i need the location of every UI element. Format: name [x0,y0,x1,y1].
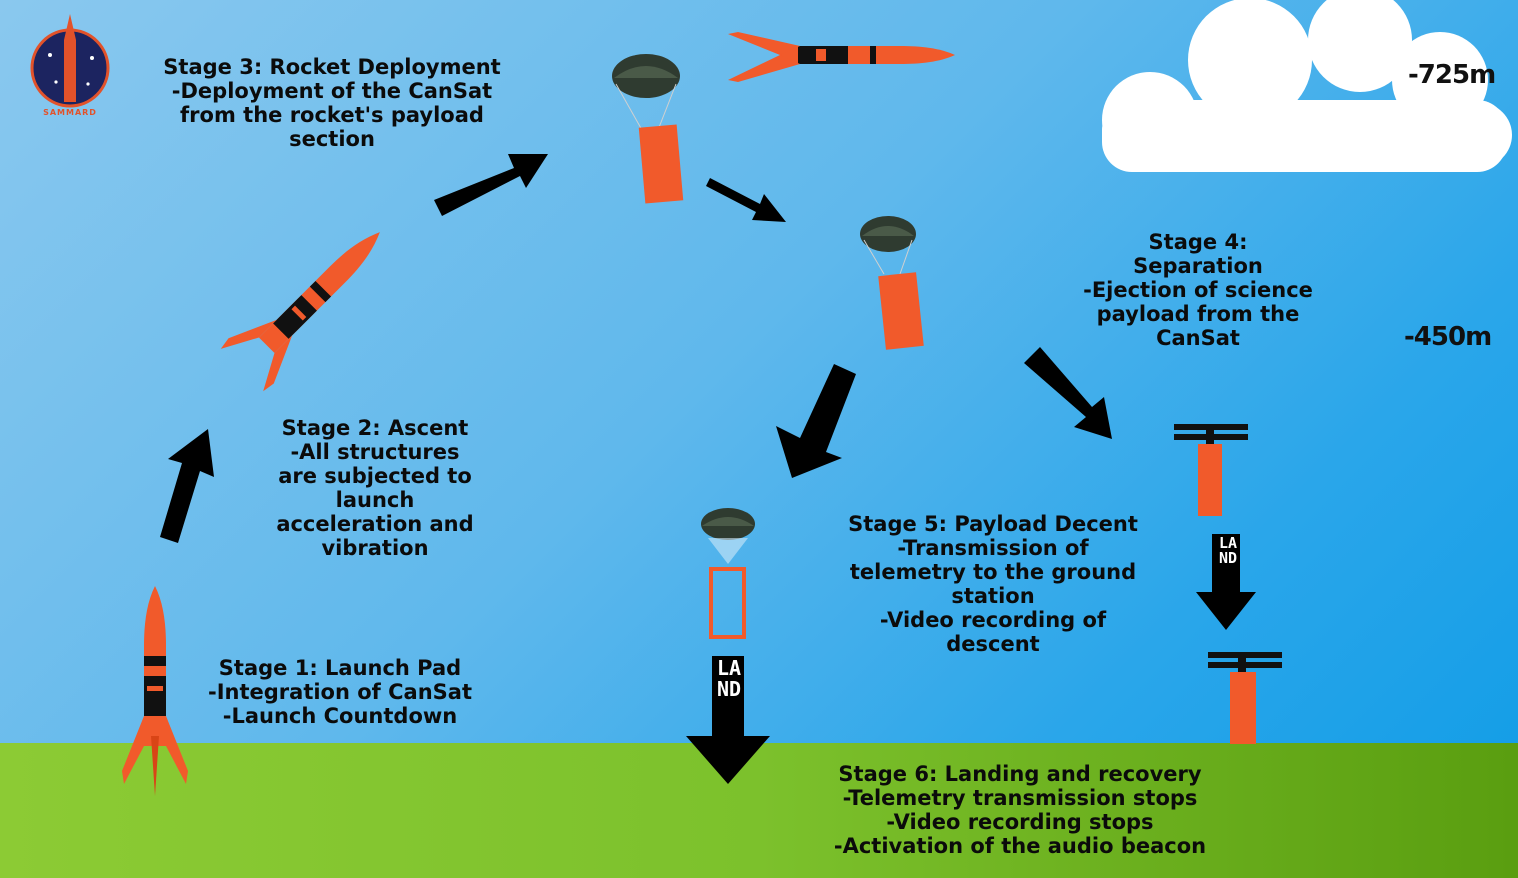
parachute-canister-3 [701,508,755,639]
stage3-title: Stage 3: Rocket Deployment [163,55,501,79]
stage2-line: -All structures [290,440,460,464]
separated-payload [1174,424,1248,516]
rocket-ascent [220,232,380,392]
arrow-stage1-to-2 [160,429,214,543]
arrow-stage2-to-3 [434,154,548,216]
stage4-line: CanSat [1156,326,1240,350]
stage2-title: Stage 2: Ascent [281,416,469,440]
stage1-line: -Launch Countdown [222,704,458,728]
stage6-line: -Video recording stops [886,810,1154,834]
stage5-title: Stage 5: Payload Decent [848,512,1138,536]
sammard-logo [30,14,110,108]
stage5-text: Stage 5: Payload Decent -Transmission of… [828,512,1158,656]
stage3-line: section [289,127,375,151]
arrow-to-separation [1024,347,1112,439]
stage5-line: -Video recording of [879,608,1107,632]
stage6-line: -Telemetry transmission stops [842,786,1198,810]
cloud [1102,0,1512,172]
altitude-725: -725m [1408,60,1496,90]
land-label-2: LAND [1218,534,1238,567]
stage2-line: acceleration and [276,512,474,536]
land-label-1: LAND [716,656,742,701]
landed-payload [1208,652,1282,744]
altitude-450: -450m [1404,322,1492,352]
stage6-text: Stage 6: Landing and recovery -Telemetry… [800,762,1240,858]
arrow-deploy-down [706,178,786,222]
stage6-line: -Activation of the audio beacon [833,834,1207,858]
stage4-line: -Ejection of science [1083,278,1313,302]
stage2-line: launch [335,488,415,512]
stage1-title: Stage 1: Launch Pad [218,656,462,680]
stage5-line: -Transmission of [897,536,1089,560]
parachute-canister-2 [860,216,924,350]
stage5-line: descent [946,632,1040,656]
stage4-line: Separation [1133,254,1263,278]
parachute-canister-1 [612,54,684,204]
stage5-line: telemetry to the ground [849,560,1137,584]
stage5-line: station [951,584,1035,608]
stage4-title: Stage 4: [1148,230,1248,254]
stage1-line: -Integration of CanSat [208,680,472,704]
stage1-text: Stage 1: Launch Pad -Integration of CanS… [190,656,490,728]
arrow-to-descent [776,364,856,478]
stage2-line: are subjected to [278,464,472,488]
stage2-text: Stage 2: Ascent -All structures are subj… [250,416,500,560]
stage4-line: payload from the [1096,302,1300,326]
stage4-text: Stage 4: Separation -Ejection of science… [1070,230,1326,350]
logo-text: SAMMARD [43,108,97,117]
land-arrow-1 [686,656,770,784]
stage3-line: from the rocket's payload [180,103,484,127]
stage2-line: vibration [321,536,429,560]
rocket-deployed [728,32,955,82]
stage3-line: -Deployment of the CanSat [171,79,493,103]
stage6-title: Stage 6: Landing and recovery [838,762,1202,786]
land-arrow-2 [1196,534,1256,630]
stage3-text: Stage 3: Rocket Deployment -Deployment o… [140,55,524,151]
rocket-launchpad [122,586,188,796]
ground [0,743,1518,878]
